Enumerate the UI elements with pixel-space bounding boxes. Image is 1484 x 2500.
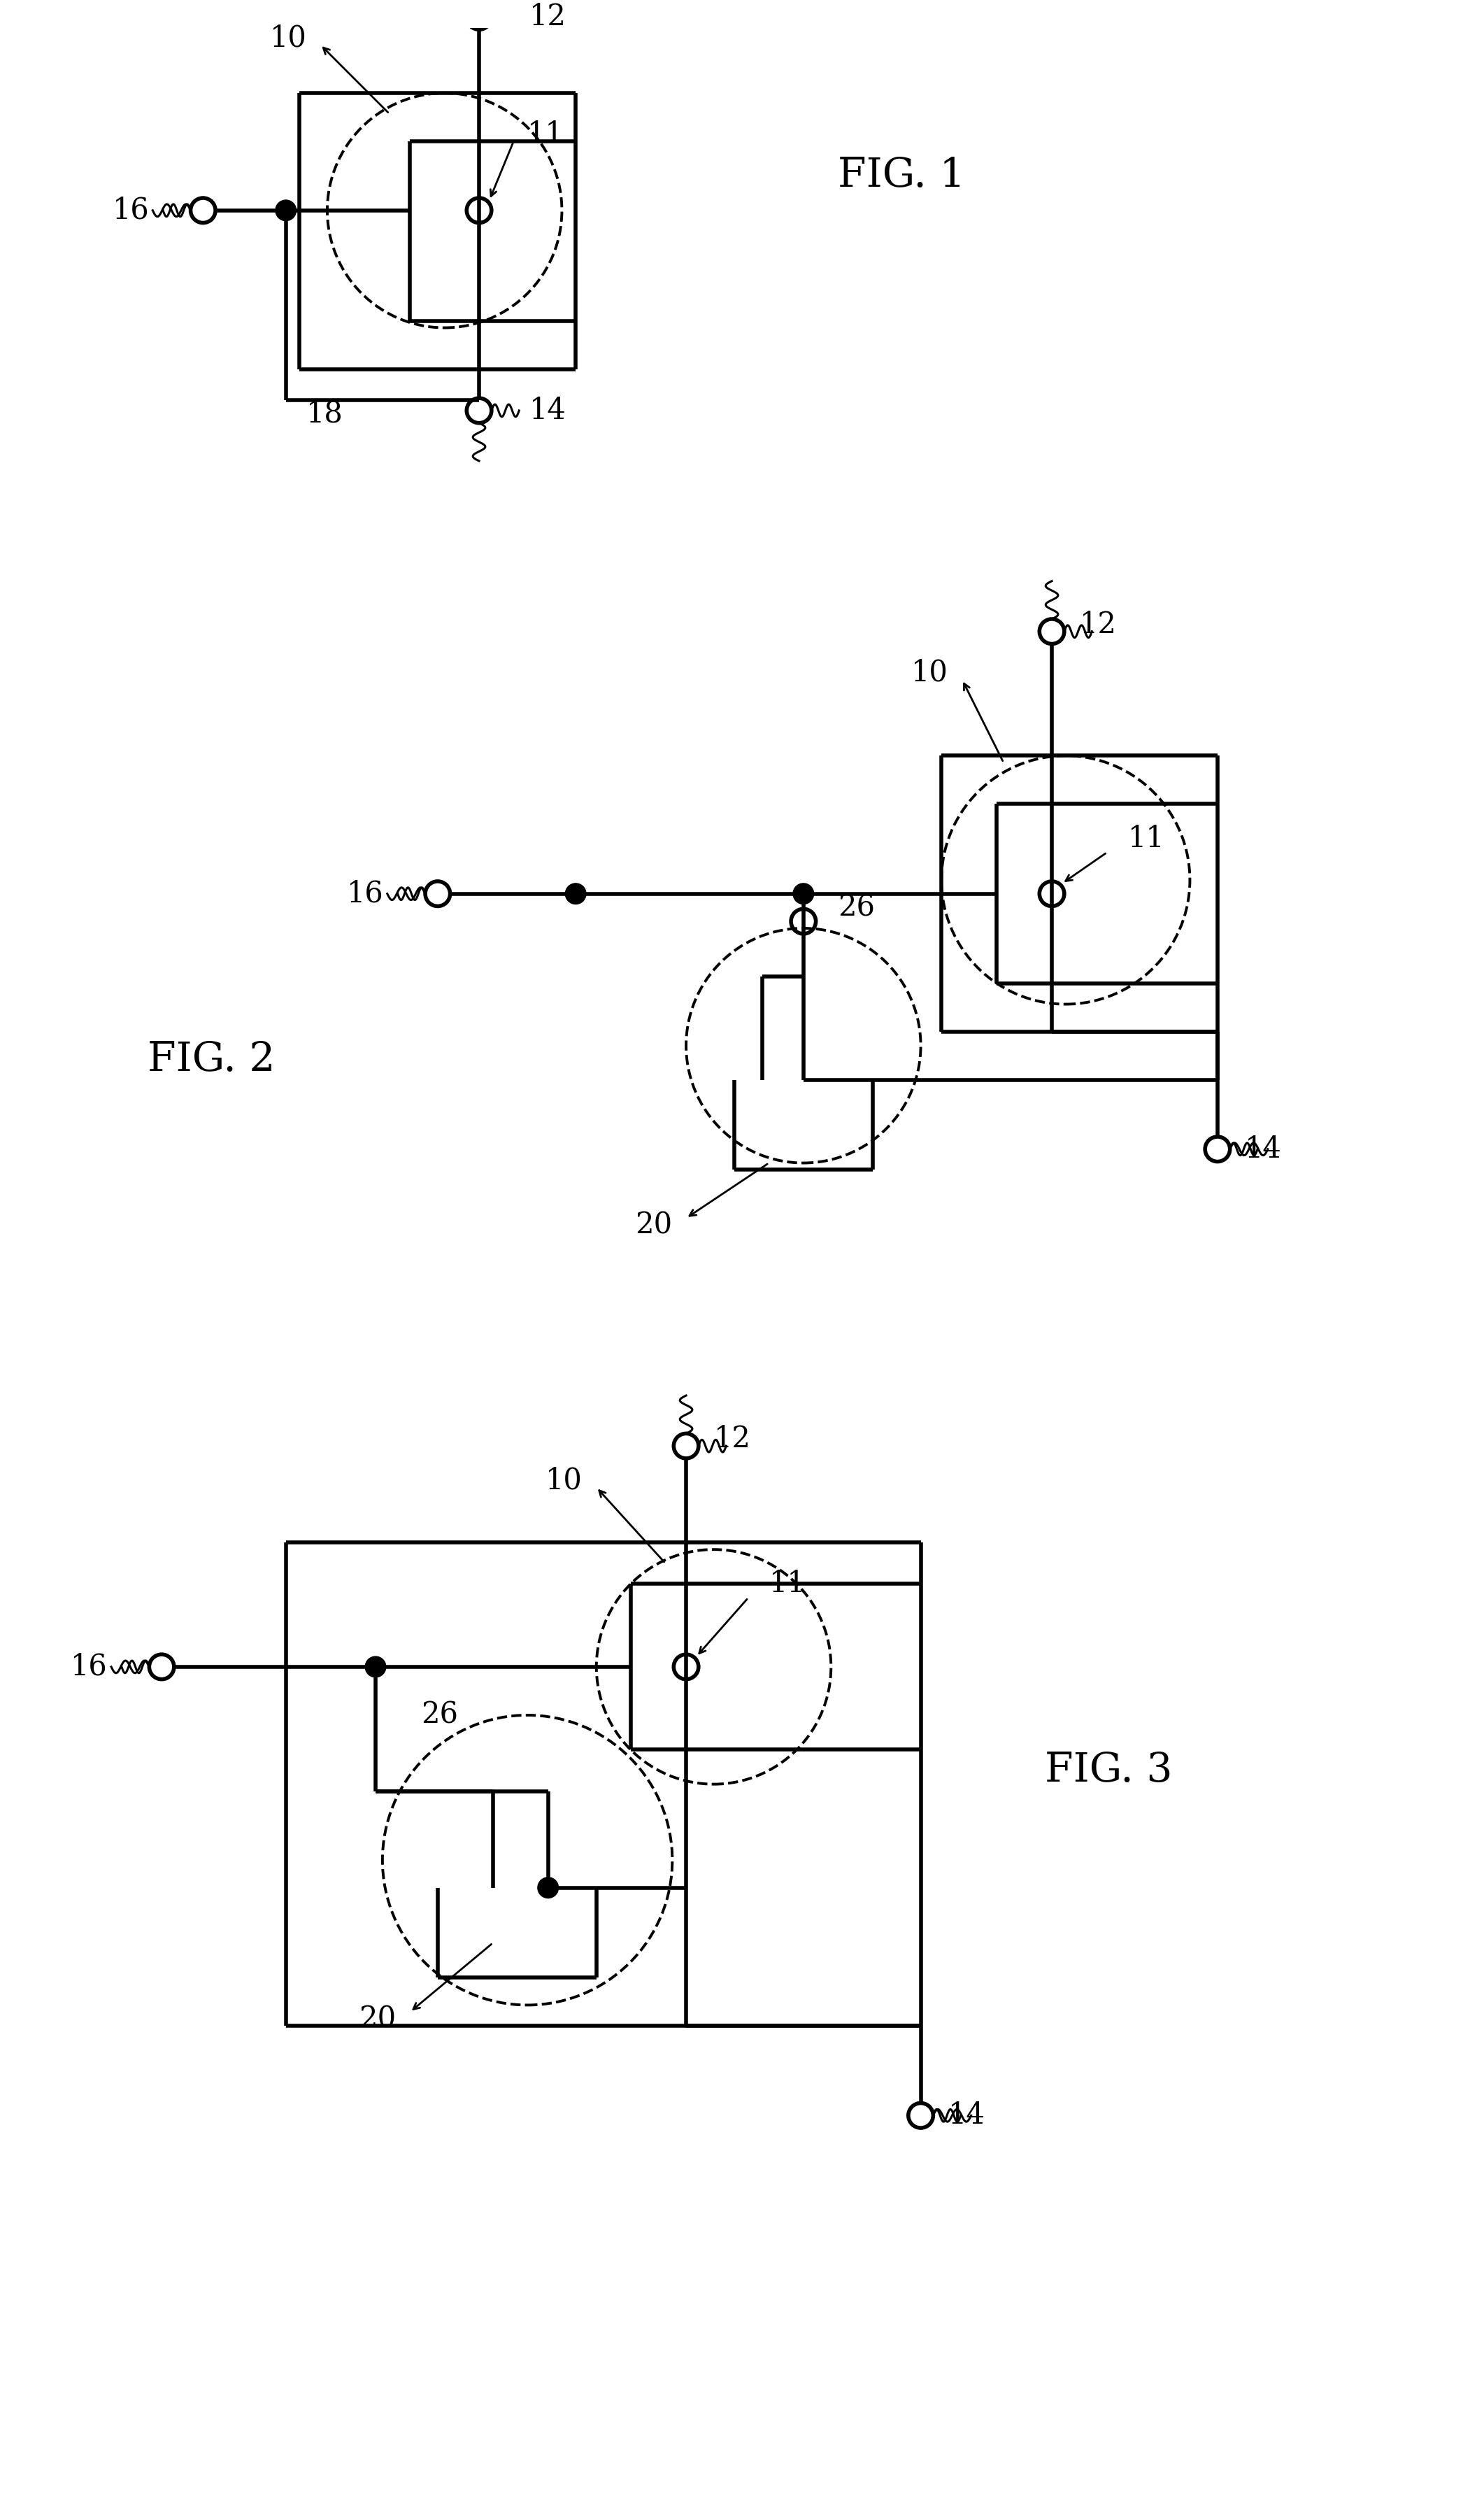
Text: 11: 11: [1128, 825, 1165, 853]
Text: 16: 16: [113, 195, 150, 225]
Text: 16: 16: [347, 880, 384, 908]
Text: 10: 10: [546, 1465, 583, 1495]
Text: 14: 14: [948, 2100, 985, 2130]
Text: 11: 11: [527, 120, 564, 150]
Text: 12: 12: [714, 1425, 751, 1452]
Text: 10: 10: [270, 22, 307, 52]
Circle shape: [276, 200, 297, 220]
Text: FIG. 3: FIG. 3: [1045, 1750, 1172, 1790]
Text: FIG. 1: FIG. 1: [838, 158, 966, 195]
Circle shape: [565, 882, 586, 905]
Text: 16: 16: [71, 1652, 108, 1682]
Text: FIG. 2: FIG. 2: [148, 1040, 276, 1080]
Text: 14: 14: [1245, 1135, 1282, 1165]
Circle shape: [365, 1657, 386, 1678]
Text: 10: 10: [911, 658, 948, 688]
Text: 26: 26: [838, 892, 876, 922]
Text: 26: 26: [421, 1700, 459, 1730]
Text: 14: 14: [530, 395, 567, 425]
Text: 12: 12: [530, 2, 567, 32]
Text: 12: 12: [1079, 610, 1116, 640]
Text: 20: 20: [635, 1210, 672, 1240]
Circle shape: [792, 882, 813, 905]
Text: 11: 11: [769, 1570, 806, 1598]
Text: 18: 18: [307, 400, 343, 428]
Circle shape: [537, 1878, 558, 1898]
Text: 20: 20: [359, 2005, 396, 2032]
